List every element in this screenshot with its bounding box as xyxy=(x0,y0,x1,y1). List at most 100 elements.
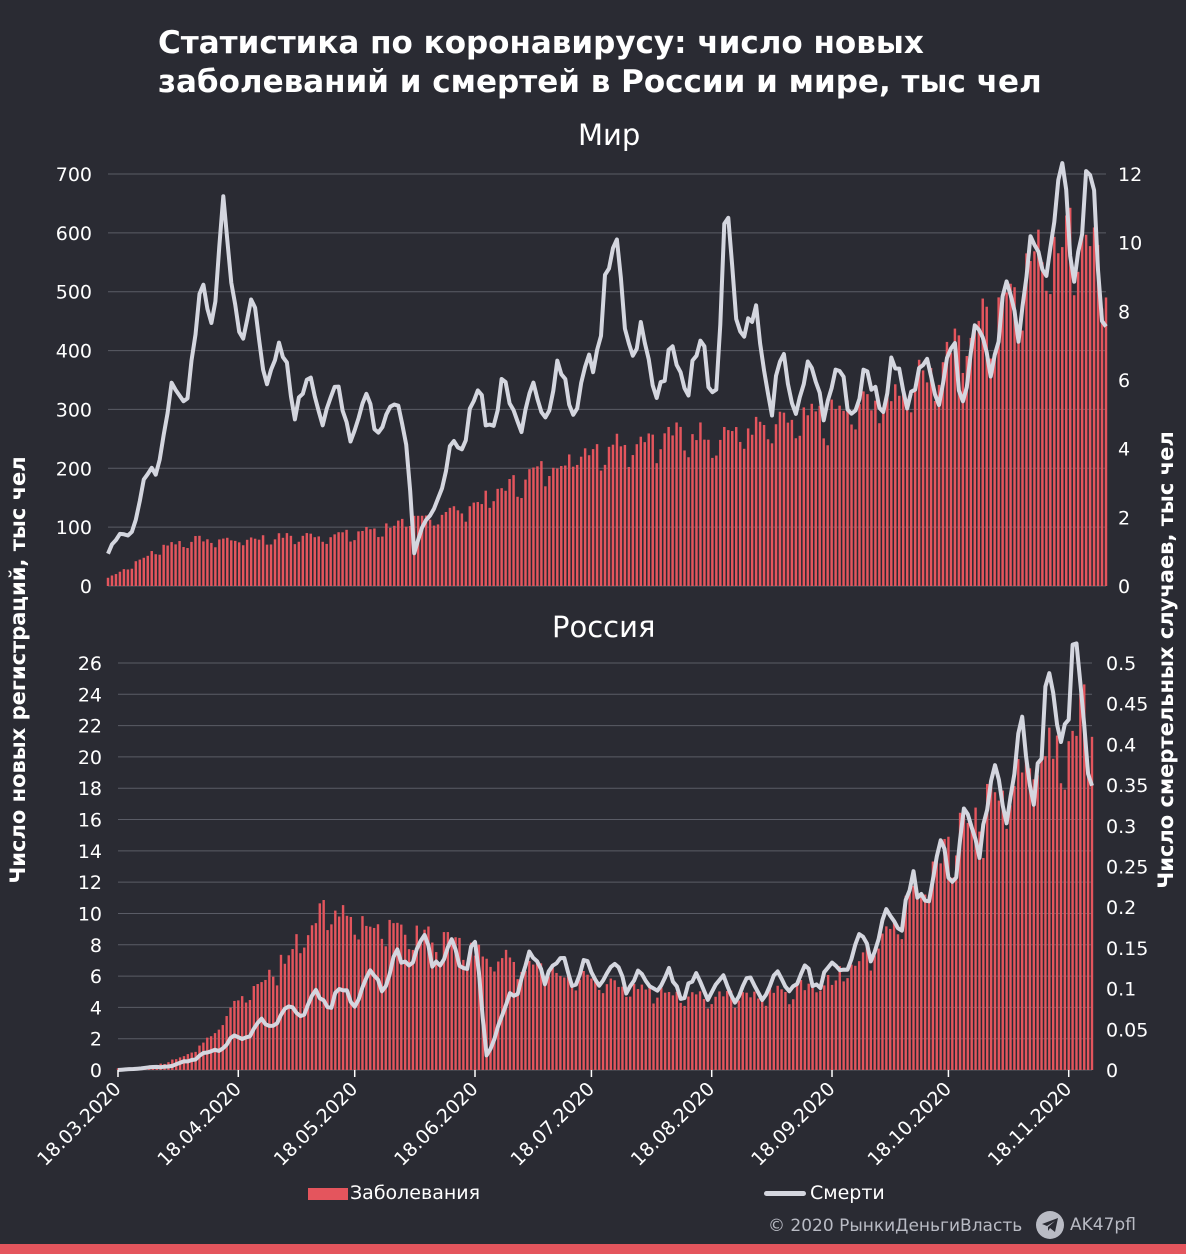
bar xyxy=(583,448,587,586)
bar xyxy=(905,409,909,586)
bar xyxy=(667,992,671,1070)
bar xyxy=(528,960,531,1070)
line-Смерти xyxy=(106,161,1108,556)
bar xyxy=(1080,232,1084,586)
bar xyxy=(900,939,904,1070)
bar xyxy=(393,525,396,586)
bar xyxy=(878,423,881,586)
bar xyxy=(621,986,624,1070)
bar xyxy=(520,972,523,1070)
bar xyxy=(617,986,620,1070)
bar xyxy=(838,966,841,1070)
bar xyxy=(436,524,440,586)
bar xyxy=(130,568,134,586)
bar xyxy=(544,486,547,586)
y-right-tick-label: 0.1 xyxy=(1106,979,1136,1001)
bar xyxy=(241,545,245,586)
bar xyxy=(372,927,376,1070)
bar xyxy=(1063,789,1067,1070)
world-panel-title: Мир xyxy=(578,118,641,152)
bar xyxy=(993,792,997,1070)
bar xyxy=(373,528,376,586)
bar xyxy=(675,991,678,1070)
bar xyxy=(706,1008,710,1070)
x-tick-label: 18.06.2020 xyxy=(390,1078,482,1170)
bar xyxy=(877,948,880,1070)
bar xyxy=(609,978,613,1070)
bar xyxy=(667,426,670,586)
bar xyxy=(749,997,752,1070)
y-right-tick-label: 0.5 xyxy=(1106,653,1136,675)
bar xyxy=(1005,828,1008,1070)
bar xyxy=(1071,730,1074,1070)
bar xyxy=(762,425,766,586)
bar xyxy=(464,521,468,586)
y-right-tick-label: 0 xyxy=(1118,576,1130,598)
bar xyxy=(601,993,605,1070)
bar xyxy=(894,384,897,586)
bar xyxy=(1032,779,1035,1070)
bar xyxy=(1083,684,1086,1070)
bar xyxy=(1024,757,1028,1070)
telegram-handle[interactable]: AK47pfl xyxy=(1036,1211,1136,1239)
bar xyxy=(889,928,892,1070)
bar xyxy=(1041,262,1044,586)
x-tick-label: 18.10.2020 xyxy=(863,1078,955,1170)
bar xyxy=(842,410,845,586)
bar xyxy=(753,991,756,1070)
bar xyxy=(237,542,241,586)
bar xyxy=(611,444,615,586)
bar xyxy=(431,942,434,1070)
bar xyxy=(803,990,807,1070)
bar xyxy=(862,391,865,586)
bar xyxy=(951,877,954,1070)
bar xyxy=(118,571,122,586)
bar xyxy=(929,367,933,586)
bar xyxy=(798,435,802,586)
bar xyxy=(734,427,738,586)
bar xyxy=(957,335,961,586)
bar xyxy=(632,983,636,1070)
bar xyxy=(723,426,726,586)
bar xyxy=(997,800,1001,1070)
bar xyxy=(1068,207,1072,586)
bar xyxy=(703,439,706,586)
bar xyxy=(411,949,415,1070)
bar xyxy=(898,395,901,586)
bar xyxy=(935,852,938,1070)
bar xyxy=(345,529,348,586)
bar xyxy=(484,490,487,586)
bar xyxy=(655,463,658,586)
bar xyxy=(818,405,821,586)
bar xyxy=(941,362,945,586)
bar xyxy=(1001,790,1004,1070)
bar xyxy=(476,502,480,586)
bar xyxy=(1072,295,1076,586)
bar xyxy=(826,445,829,586)
bar xyxy=(532,467,535,586)
bar xyxy=(472,502,476,586)
bar xyxy=(772,992,775,1070)
bar xyxy=(552,467,555,586)
bar xyxy=(810,403,813,586)
bar xyxy=(403,934,407,1070)
bar xyxy=(1017,759,1020,1070)
bar xyxy=(110,575,114,586)
bar xyxy=(806,415,810,586)
bar xyxy=(746,428,750,586)
bar xyxy=(512,961,516,1070)
bar xyxy=(508,957,512,1070)
bar xyxy=(150,551,153,586)
bar xyxy=(548,476,551,586)
y-left-tick-label: 14 xyxy=(78,841,102,863)
bar xyxy=(349,916,353,1070)
bar xyxy=(707,439,710,586)
bar xyxy=(815,992,818,1070)
bar xyxy=(811,986,814,1070)
bar xyxy=(424,515,428,586)
bar xyxy=(337,916,341,1070)
bar xyxy=(456,510,460,586)
bar xyxy=(607,446,611,586)
y-right-tick-label: 0.45 xyxy=(1106,694,1148,716)
bar xyxy=(625,996,628,1070)
